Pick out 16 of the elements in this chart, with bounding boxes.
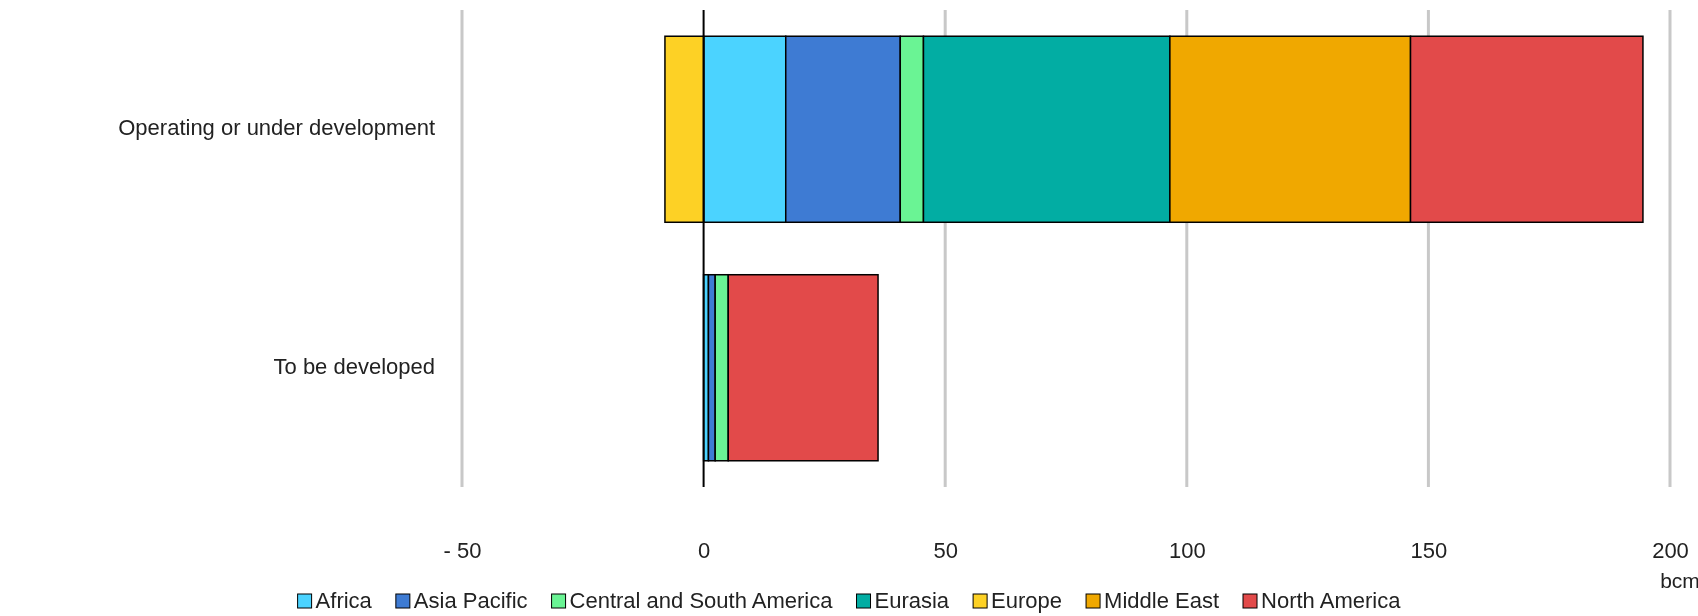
legend-label: Africa [315,587,373,613]
legend-label: Asia Pacific [413,587,528,613]
y-tick-label: To be developed [273,353,435,379]
legend-label: Europe [991,587,1063,613]
x-tick-label: - 50 [443,537,482,563]
y-tick-label: Operating or under development [118,115,435,141]
x-tick-label: 150 [1410,537,1448,563]
x-tick-label: 100 [1168,537,1206,563]
legend-label: Eurasia [874,587,950,613]
x-tick-label: 0 [697,537,711,563]
x-tick-label: 50 [933,537,958,563]
x-axis-title: bcm [1660,569,1698,592]
legend-label: North America [1261,587,1402,613]
legend-label: Central and South America [569,587,834,613]
x-tick-label: 200 [1652,537,1689,563]
legend-label: Middle East [1104,587,1220,613]
